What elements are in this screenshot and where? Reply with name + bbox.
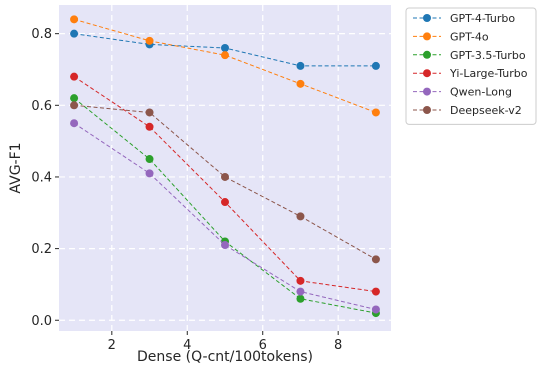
grid-lines	[59, 5, 391, 331]
data-point	[145, 155, 154, 164]
data-point	[296, 294, 305, 303]
data-point	[145, 108, 154, 117]
series	[70, 72, 380, 296]
y-tick-label: 0.0	[31, 314, 52, 329]
data-point	[296, 287, 305, 296]
series-layer	[70, 15, 380, 318]
data-point	[145, 122, 154, 131]
axis-ticks: 2 4 6 8 0.0 0.2 0.4 0.6 0.8	[31, 27, 342, 353]
legend-label: GPT-3.5-Turbo	[450, 49, 526, 62]
data-point	[70, 29, 79, 38]
legend-label: Yi-Large-Turbo	[449, 67, 528, 80]
legend: GPT-4-Turbo GPT-4o GPT-3.5-Turbo Yi-Large-T…	[405, 7, 537, 125]
data-point	[221, 198, 229, 207]
y-tick-label: 0.8	[31, 27, 52, 42]
data-point	[221, 51, 229, 60]
legend-marker	[423, 87, 431, 96]
data-point	[371, 255, 380, 264]
legend-label: Qwen-Long	[450, 86, 512, 99]
data-point	[371, 61, 380, 70]
legend-label: GPT-4-Turbo	[450, 12, 515, 25]
legend-marker	[423, 14, 431, 22]
legend-label: GPT-4o	[450, 30, 489, 43]
data-point	[371, 305, 380, 314]
data-point	[296, 276, 305, 285]
data-point	[70, 94, 79, 103]
data-point	[296, 61, 305, 70]
legend-marker	[423, 69, 431, 78]
legend-marker	[423, 50, 431, 59]
legend-label: Deepseek-v2	[450, 104, 522, 117]
legend-box	[405, 7, 537, 125]
data-point	[371, 287, 380, 296]
x-tick-label: 2	[108, 338, 116, 353]
x-tick-label: 4	[183, 338, 191, 353]
data-point	[296, 212, 305, 221]
data-point	[70, 15, 79, 24]
series	[70, 119, 380, 314]
y-axis-label: AVG-F1	[8, 142, 24, 193]
series-line	[74, 104, 377, 260]
x-axis-label: Dense (Q-cnt/100tokens)	[137, 349, 313, 365]
x-tick-label: 8	[334, 338, 342, 353]
data-point	[296, 79, 305, 88]
data-point	[221, 43, 229, 52]
data-point	[70, 101, 79, 110]
data-point	[221, 172, 229, 181]
y-tick-label: 0.6	[31, 99, 52, 114]
data-point	[145, 36, 154, 45]
legend-marker	[423, 32, 431, 41]
series-line	[73, 18, 377, 113]
x-tick-label: 6	[259, 338, 267, 353]
data-point	[70, 72, 79, 81]
series	[70, 15, 380, 117]
data-point	[221, 241, 229, 250]
data-point	[145, 169, 154, 178]
series-line	[73, 122, 377, 310]
y-tick-label: 0.2	[31, 242, 52, 257]
data-point	[371, 108, 380, 117]
plot-area-background	[59, 5, 391, 331]
series	[70, 101, 380, 264]
legend-marker	[423, 106, 431, 114]
y-tick-label: 0.4	[31, 170, 52, 185]
data-point	[70, 119, 79, 128]
